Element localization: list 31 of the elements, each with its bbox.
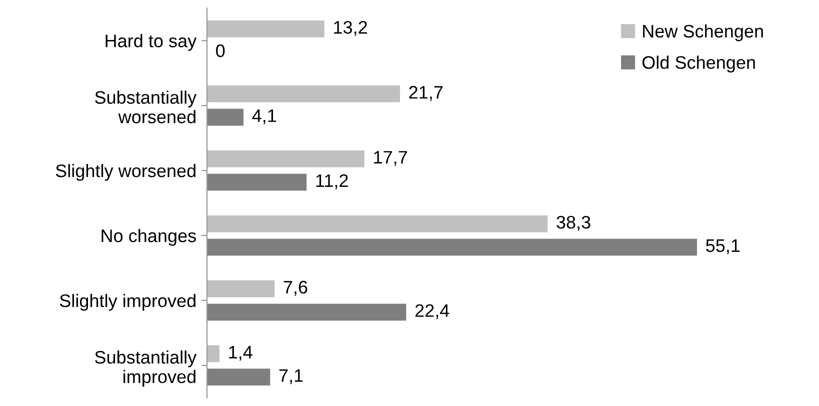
data-label: 21,7 [409, 86, 443, 101]
data-label: 7,6 [284, 280, 308, 296]
data-label: 0 [216, 44, 225, 58]
y-tick-label: No changes [102, 228, 196, 246]
y-tick-label: Hard to say [106, 34, 197, 51]
bar [207, 174, 307, 191]
legend-label: New Schengen [643, 24, 763, 42]
bar [207, 85, 400, 102]
data-label: 1,4 [229, 346, 252, 361]
bar [207, 20, 324, 38]
data-label: 4,1 [252, 110, 276, 124]
data-label: 11,2 [316, 174, 348, 190]
data-label: 7,1 [279, 369, 303, 384]
data-label: 38,3 [556, 216, 590, 231]
data-label: 22,4 [415, 304, 450, 320]
bar [207, 108, 244, 126]
bar [207, 150, 364, 168]
legend-label: Old Schengen [642, 56, 755, 72]
y-tick-label: Substantially improved [95, 350, 197, 387]
bar [207, 238, 697, 256]
bar [207, 304, 406, 321]
bar [207, 345, 220, 362]
data-label: 17,7 [374, 151, 407, 166]
bar [207, 368, 270, 386]
y-tick-label: Slightly worsened [56, 164, 196, 181]
y-tick-label: Slightly improved [60, 294, 196, 311]
y-tick-label: Substantially worsened [95, 90, 197, 124]
data-label: 13,2 [334, 20, 367, 36]
bar [207, 280, 275, 298]
data-label: 55,1 [706, 239, 740, 254]
bar [207, 215, 548, 232]
